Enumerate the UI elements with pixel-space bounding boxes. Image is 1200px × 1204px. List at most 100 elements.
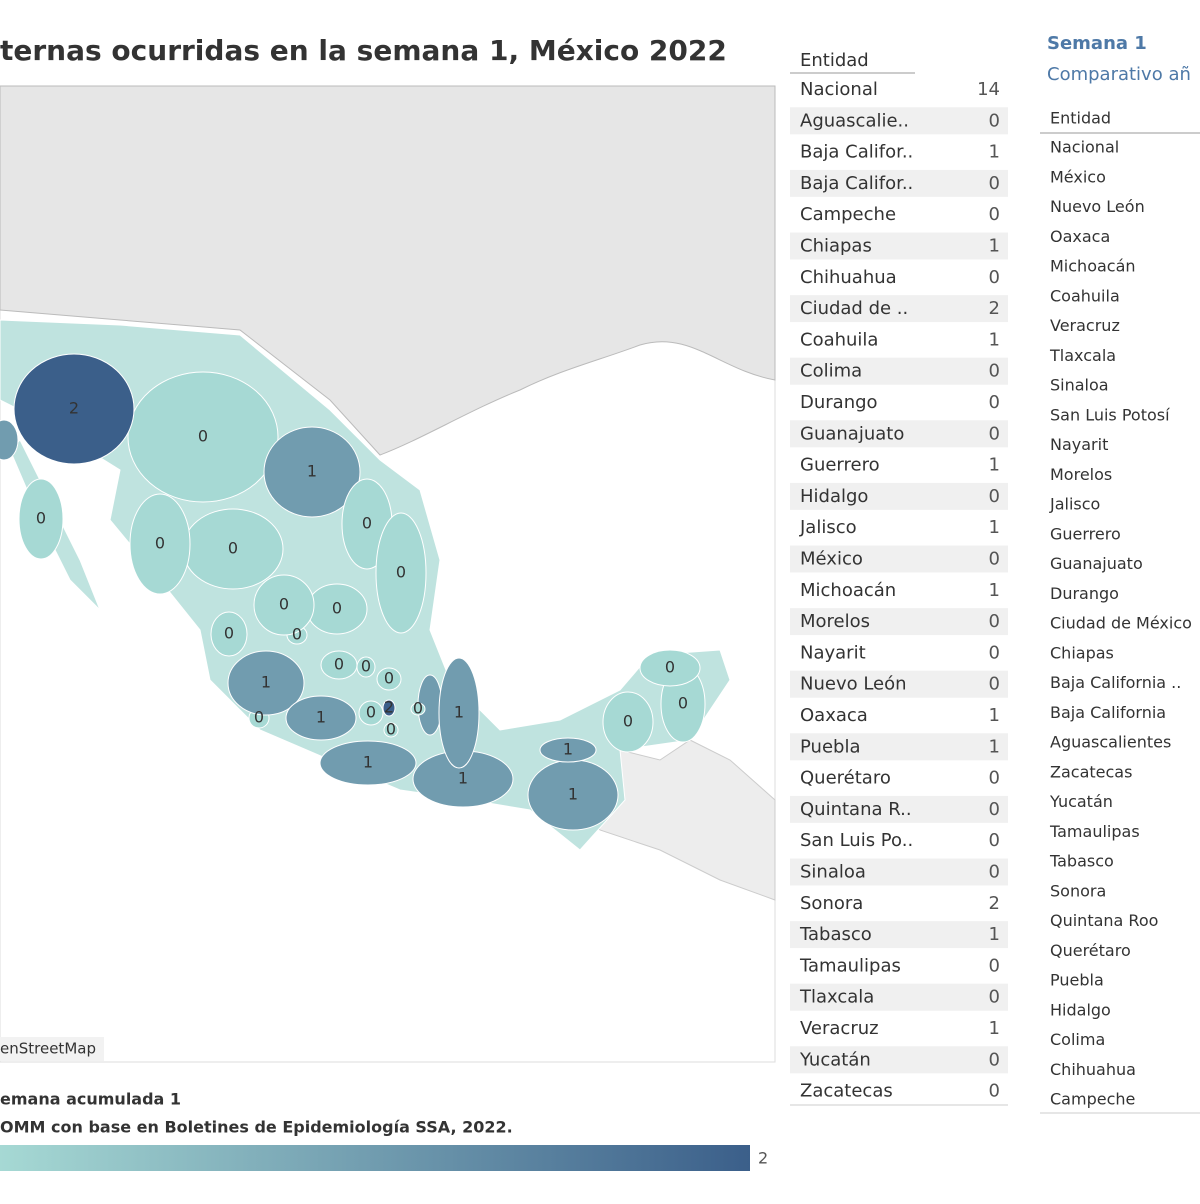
entity-count: 1 xyxy=(989,517,1000,538)
entity-count: 0 xyxy=(989,204,1000,225)
comparison-header: Entidad xyxy=(1050,109,1111,128)
state-region xyxy=(383,722,399,738)
row-bg xyxy=(790,670,1008,698)
row-bg xyxy=(790,921,1008,949)
entity-name: Morelos xyxy=(800,611,870,632)
entity-count: 0 xyxy=(989,768,1000,789)
comparison-entity: Hidalgo xyxy=(1050,1000,1111,1019)
state-region xyxy=(382,699,396,717)
entity-name: Chiapas xyxy=(800,236,872,257)
comparison-entity: Sinaloa xyxy=(1050,376,1109,395)
state-label: 0 xyxy=(665,658,675,677)
comparison-entity: Querétaro xyxy=(1050,941,1131,960)
state-region xyxy=(263,426,361,518)
comparison-entity: Nuevo León xyxy=(1050,197,1145,216)
state-label: 1 xyxy=(261,673,271,692)
comparison-entity: Durango xyxy=(1050,584,1119,603)
state-label: 0 xyxy=(36,509,46,528)
row-bg xyxy=(790,232,1008,260)
page-title: ternas ocurridas en la semana 1, México … xyxy=(0,34,727,67)
entity-name: México xyxy=(800,549,863,570)
state-label: 1 xyxy=(568,785,578,804)
state-label: 1 xyxy=(454,703,464,722)
state-region xyxy=(210,611,248,657)
entity-count: 14 xyxy=(977,79,1000,100)
state-label: 0 xyxy=(384,669,394,688)
comparison-entity: Quintana Roo xyxy=(1050,911,1158,930)
entity-name: Aguascalie.. xyxy=(800,110,909,131)
comparison-entity: Michoacán xyxy=(1050,257,1136,276)
row-bg xyxy=(790,357,1008,385)
comparison-entity: Colima xyxy=(1050,1030,1105,1049)
entity-name: Zacatecas xyxy=(800,1081,893,1102)
row-bg xyxy=(790,169,1008,197)
entity-count: 0 xyxy=(989,1049,1000,1070)
row-bg xyxy=(790,107,1008,135)
entity-count: 0 xyxy=(989,642,1000,663)
row-bg xyxy=(790,545,1008,573)
comparison-entity: Jalisco xyxy=(1049,495,1100,514)
state-region xyxy=(285,695,357,741)
state-label: 0 xyxy=(678,694,688,713)
comparison-entity: Zacatecas xyxy=(1050,762,1132,781)
attribution: enStreetMap xyxy=(0,1040,96,1058)
entity-count: 1 xyxy=(989,329,1000,350)
entity-count: 0 xyxy=(989,987,1000,1008)
comparison-entity: Baja California xyxy=(1050,703,1166,722)
entity-name: Baja Califor.. xyxy=(800,142,913,163)
entity-count: 0 xyxy=(989,110,1000,131)
entity-count: 0 xyxy=(989,611,1000,632)
state-label: 2 xyxy=(69,399,79,418)
comparison-entity: Tamaulipas xyxy=(1049,822,1140,841)
state-label: 1 xyxy=(316,708,326,727)
comparison-entity: Puebla xyxy=(1050,971,1104,990)
comparison-entity: Nacional xyxy=(1050,138,1119,157)
state-region xyxy=(358,700,384,726)
color-legend xyxy=(0,1145,750,1171)
row-bg xyxy=(790,482,1008,510)
comparison-entity: México xyxy=(1050,167,1106,186)
state-label: 0 xyxy=(198,427,208,446)
entity-count: 0 xyxy=(989,955,1000,976)
state-label: 1 xyxy=(563,740,573,759)
row-bg xyxy=(790,983,1008,1011)
entity-name: Puebla xyxy=(800,736,860,757)
entity-count: 0 xyxy=(989,549,1000,570)
state-label: 0 xyxy=(413,699,423,718)
entity-count: 2 xyxy=(989,298,1000,319)
entity-name: Campeche xyxy=(800,204,896,225)
entity-name: Sinaloa xyxy=(800,862,866,883)
entity-count: 1 xyxy=(989,924,1000,945)
entity-count: 1 xyxy=(989,455,1000,476)
entity-name: Colima xyxy=(800,361,862,382)
comparison-entity: Aguascalientes xyxy=(1050,733,1171,752)
entity-name: Tamaulipas xyxy=(799,955,901,976)
state-region xyxy=(639,649,701,687)
entity-name: Nayarit xyxy=(800,642,866,663)
state-region xyxy=(410,702,426,716)
entity-count: 1 xyxy=(989,736,1000,757)
row-bg xyxy=(790,795,1008,823)
state-label: 0 xyxy=(332,599,342,618)
comparison-entity: Chihuahua xyxy=(1050,1060,1136,1079)
state-label: 0 xyxy=(228,539,238,558)
row-bg xyxy=(790,608,1008,636)
entity-count: 1 xyxy=(989,142,1000,163)
state-region xyxy=(127,371,279,503)
legend-max: 2 xyxy=(758,1149,768,1168)
state-region xyxy=(227,650,305,716)
comparison-entity: Coahuila xyxy=(1050,286,1120,305)
state-region xyxy=(375,512,427,634)
state-region xyxy=(438,657,480,769)
entity-name: Quintana R.. xyxy=(800,799,912,820)
table-header: Entidad xyxy=(800,50,869,71)
map-note: emana acumulada 1 xyxy=(0,1090,181,1109)
entity-name: Ciudad de .. xyxy=(800,298,908,319)
state-label: 0 xyxy=(386,720,396,739)
entity-count: 2 xyxy=(989,893,1000,914)
state-label: 1 xyxy=(458,769,468,788)
entity-name: Tabasco xyxy=(799,924,872,945)
state-region xyxy=(539,737,597,763)
comparison-entity: Campeche xyxy=(1050,1090,1135,1109)
entity-name: San Luis Po.. xyxy=(800,830,913,851)
